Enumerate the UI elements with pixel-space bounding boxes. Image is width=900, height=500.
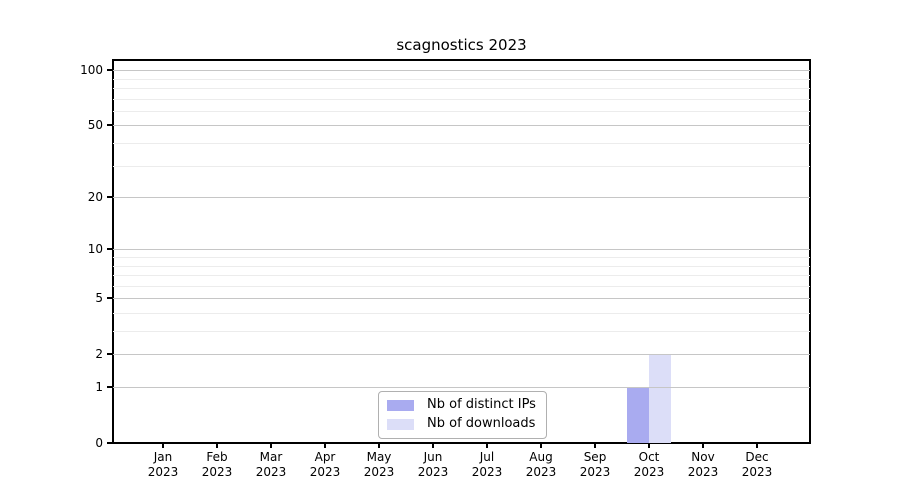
minor-gridline — [113, 88, 810, 89]
x-tick-label: May 2023 — [351, 450, 407, 480]
chart-legend: Nb of distinct IPs Nb of downloads — [378, 391, 547, 439]
x-tick-year: 2023 — [309, 465, 341, 479]
x-tick-month: Sep — [583, 450, 607, 464]
y-tick-mark — [107, 196, 113, 198]
minor-gridline — [113, 313, 810, 314]
major-gridline — [113, 197, 810, 198]
x-tick-label: Mar 2023 — [243, 450, 299, 480]
minor-gridline — [113, 143, 810, 144]
minor-gridline — [113, 331, 810, 332]
axis-spine-right — [809, 59, 811, 444]
y-tick-label: 20 — [87, 190, 103, 204]
x-tick-mark — [216, 443, 218, 448]
major-gridline — [113, 125, 810, 126]
x-tick-year: 2023 — [687, 465, 719, 479]
y-tick-label: 10 — [87, 242, 103, 256]
x-tick-year: 2023 — [255, 465, 287, 479]
x-tick-year: 2023 — [525, 465, 557, 479]
minor-gridline — [113, 79, 810, 80]
x-tick-label: Apr 2023 — [297, 450, 353, 480]
x-tick-year: 2023 — [363, 465, 395, 479]
minor-gridline — [113, 166, 810, 167]
x-tick-month: Jul — [479, 450, 495, 464]
x-tick-label: Sep 2023 — [567, 450, 623, 480]
x-tick-year: 2023 — [741, 465, 773, 479]
legend-swatch-distinct-ips — [387, 399, 414, 411]
legend-swatch-downloads — [387, 418, 414, 430]
legend-item-downloads: Nb of downloads — [387, 416, 536, 432]
x-tick-label: Nov 2023 — [675, 450, 731, 480]
y-tick-label: 5 — [95, 291, 103, 305]
minor-gridline — [113, 286, 810, 287]
y-tick-mark — [107, 297, 113, 299]
bar-distinct-ips — [627, 387, 649, 443]
legend-item-distinct-ips: Nb of distinct IPs — [387, 397, 536, 413]
x-tick-year: 2023 — [417, 465, 449, 479]
x-tick-year: 2023 — [147, 465, 179, 479]
x-tick-mark — [270, 443, 272, 448]
x-tick-label: Dec 2023 — [729, 450, 785, 480]
x-tick-label: Oct 2023 — [621, 450, 677, 480]
x-tick-year: 2023 — [579, 465, 611, 479]
y-tick-mark — [107, 442, 113, 444]
axis-spine-bottom — [112, 442, 811, 444]
minor-gridline — [113, 275, 810, 276]
legend-label-downloads: Nb of downloads — [427, 416, 536, 431]
major-gridline — [113, 298, 810, 299]
x-tick-label: Feb 2023 — [189, 450, 245, 480]
x-tick-mark — [324, 443, 326, 448]
y-tick-label: 0 — [95, 436, 103, 450]
minor-gridline — [113, 111, 810, 112]
x-tick-year: 2023 — [471, 465, 503, 479]
x-tick-year: 2023 — [633, 465, 665, 479]
major-gridline — [113, 354, 810, 355]
minor-gridline — [113, 266, 810, 267]
x-tick-month: May — [366, 450, 392, 464]
x-tick-month: Aug — [529, 450, 553, 464]
y-tick-label: 1 — [95, 380, 103, 394]
chart-title: scagnostics 2023 — [396, 36, 527, 54]
x-tick-mark — [756, 443, 758, 448]
x-tick-label: Aug 2023 — [513, 450, 569, 480]
x-tick-mark — [432, 443, 434, 448]
legend-label-distinct-ips: Nb of distinct IPs — [427, 397, 536, 412]
x-tick-label: Jun 2023 — [405, 450, 461, 480]
x-tick-month: Apr — [314, 450, 336, 464]
x-tick-mark — [540, 443, 542, 448]
x-tick-mark — [594, 443, 596, 448]
y-tick-mark — [107, 386, 113, 388]
x-tick-mark — [378, 443, 380, 448]
x-tick-mark — [648, 443, 650, 448]
x-tick-month: Mar — [259, 450, 283, 464]
x-tick-month: Nov — [691, 450, 715, 464]
axis-spine-left — [112, 59, 114, 444]
x-tick-month: Jan — [153, 450, 173, 464]
major-gridline — [113, 249, 810, 250]
major-gridline — [113, 70, 810, 71]
y-tick-label: 100 — [80, 63, 103, 77]
major-gridline — [113, 387, 810, 388]
x-tick-month: Dec — [745, 450, 769, 464]
x-tick-year: 2023 — [201, 465, 233, 479]
y-tick-mark — [107, 353, 113, 355]
x-tick-month: Jun — [423, 450, 443, 464]
x-tick-label: Jul 2023 — [459, 450, 515, 480]
x-tick-month: Oct — [638, 450, 660, 464]
minor-gridline — [113, 99, 810, 100]
plot-area — [113, 60, 810, 443]
y-tick-label: 2 — [95, 347, 103, 361]
x-tick-mark — [486, 443, 488, 448]
minor-gridline — [113, 257, 810, 258]
x-tick-mark — [162, 443, 164, 448]
y-tick-mark — [107, 69, 113, 71]
bar-downloads — [649, 354, 671, 443]
y-tick-mark — [107, 248, 113, 250]
axis-spine-top — [112, 59, 811, 61]
y-tick-mark — [107, 124, 113, 126]
x-tick-label: Jan 2023 — [135, 450, 191, 480]
x-tick-mark — [702, 443, 704, 448]
y-tick-label: 50 — [87, 118, 103, 132]
x-tick-month: Feb — [206, 450, 228, 464]
